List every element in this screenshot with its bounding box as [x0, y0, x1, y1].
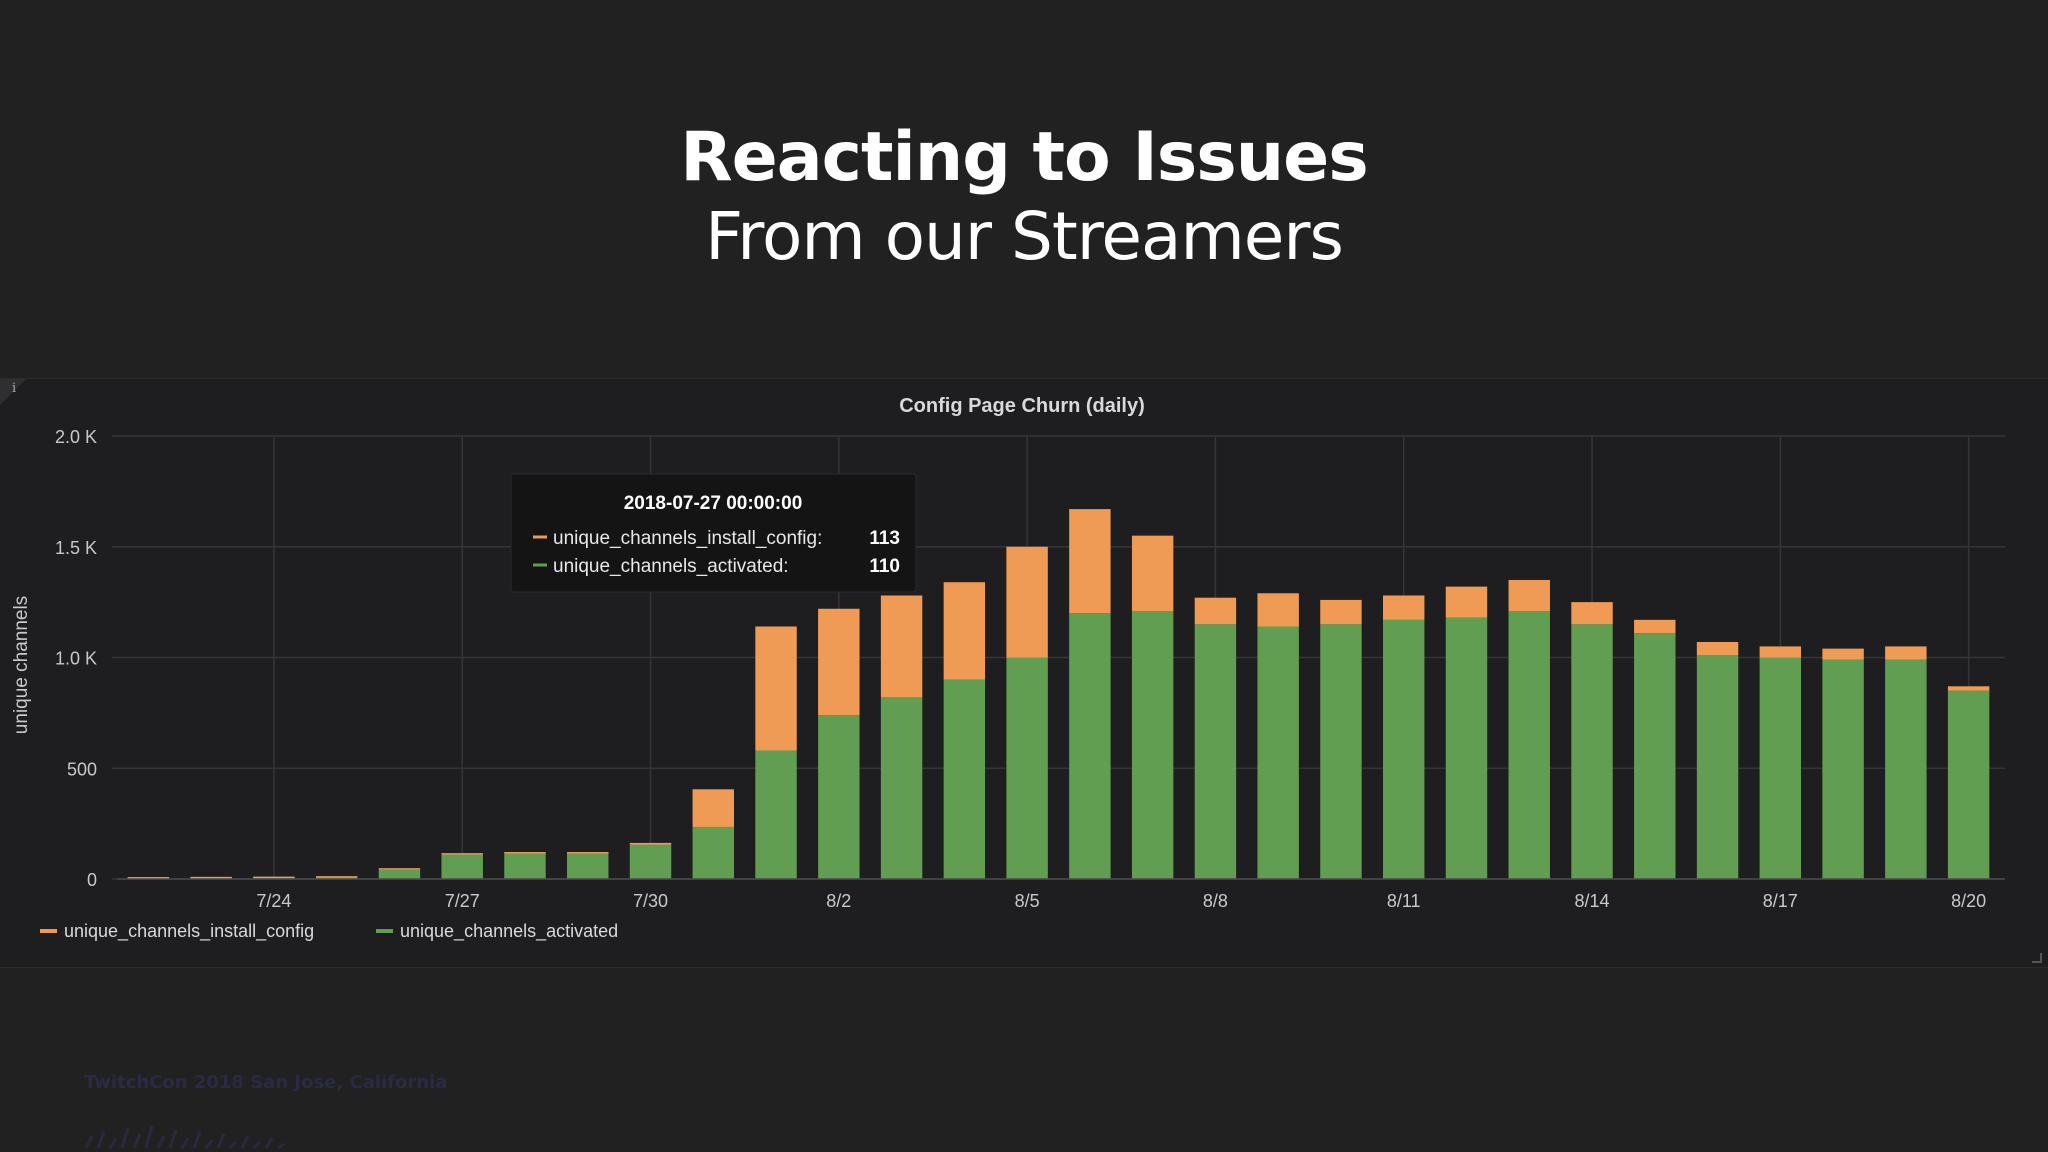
y-tick-label: 0 [87, 870, 97, 890]
bar-unique-channels-install-config[interactable] [1885, 646, 1927, 660]
stacked-bar-chart: Config Page Churn (daily) 0 500 1.0 K 1.5 K… [11, 395, 2005, 942]
x-tick-label: 7/27 [445, 891, 480, 911]
bar-unique-channels-activated[interactable] [1383, 619, 1425, 879]
bar-unique-channels-activated[interactable] [880, 697, 923, 879]
x-tick-label: 8/20 [1951, 891, 1986, 911]
bar-unique-channels-activated[interactable] [1885, 659, 1927, 879]
bar-unique-channels-install-config[interactable] [315, 876, 358, 878]
bar-unique-channels-install-config[interactable] [1759, 646, 1802, 658]
bar-unique-channels-install-config[interactable] [755, 626, 797, 751]
slide-footer: TwitchCon 2018 San Jose, California [84, 1072, 448, 1093]
bar-unique-channels-install-config[interactable] [880, 595, 923, 698]
footer-decoration [84, 1125, 285, 1150]
bar-unique-channels-activated[interactable] [1508, 610, 1550, 879]
bar-unique-channels-activated[interactable] [818, 715, 860, 879]
slide-subtitle: From our Streamers [705, 198, 1344, 275]
bar-unique-channels-install-config[interactable] [629, 842, 672, 845]
bar-unique-channels-install-config[interactable] [1445, 586, 1488, 618]
bar-unique-channels-install-config[interactable] [1947, 686, 1990, 691]
slide-title: Reacting to Issues [680, 118, 1368, 197]
bar-unique-channels-activated[interactable] [1069, 613, 1111, 879]
bar-unique-channels-activated[interactable] [504, 853, 546, 879]
bar-unique-channels-activated[interactable] [1131, 610, 1174, 879]
bars [127, 509, 1990, 880]
graph-panel: i Config Page Churn (daily) 0 500 1.0 K 1.5… [0, 378, 2048, 968]
legend: unique_channels_install_config unique_cha… [40, 921, 618, 942]
bar-unique-channels-install-config[interactable] [1696, 641, 1739, 656]
bar-unique-channels-activated[interactable] [1947, 690, 1990, 879]
tooltip: 2018-07-27 00:00:00 unique_channels_inst… [510, 473, 917, 593]
bar-unique-channels-install-config[interactable] [943, 582, 986, 680]
bar-unique-channels-install-config[interactable] [1508, 579, 1550, 611]
bar-unique-channels-activated[interactable] [567, 853, 609, 879]
bar-unique-channels-activated[interactable] [1696, 655, 1739, 879]
bar-unique-channels-activated[interactable] [692, 826, 734, 879]
bar-unique-channels-activated[interactable] [1194, 624, 1237, 879]
bar-unique-channels-activated[interactable] [755, 750, 797, 879]
y-axis-label: unique channels [11, 596, 32, 734]
bar-unique-channels-install-config[interactable] [1194, 597, 1237, 625]
panel-info-corner[interactable] [0, 379, 26, 405]
bar-unique-channels-activated[interactable] [943, 679, 986, 879]
bar-unique-channels-install-config[interactable] [190, 876, 232, 879]
x-tick-label: 7/24 [256, 891, 291, 911]
bar-unique-channels-activated[interactable] [1759, 657, 1802, 880]
tooltip-value-activated: 110 [869, 556, 900, 577]
bar-unique-channels-install-config[interactable] [378, 868, 421, 870]
bar-unique-channels-install-config[interactable] [1383, 595, 1425, 620]
slide-title-block: Reacting to Issues From our Streamers [0, 118, 2048, 276]
bar-unique-channels-install-config[interactable] [1634, 619, 1676, 634]
bar-unique-channels-install-config[interactable] [818, 608, 860, 716]
bar-unique-channels-activated[interactable] [1257, 626, 1299, 879]
y-tick-label: 2.0 K [55, 427, 97, 447]
y-tick-label: 1.0 K [55, 649, 97, 669]
tooltip-label-install-config: unique_channels_install_config: [553, 528, 822, 549]
bar-unique-channels-install-config[interactable] [692, 789, 734, 827]
bar-unique-channels-activated[interactable] [1006, 657, 1048, 880]
bar-unique-channels-install-config[interactable] [441, 853, 483, 855]
bar-unique-channels-install-config[interactable] [1320, 599, 1362, 625]
x-tick-label: 8/2 [826, 891, 851, 911]
x-tick-label: 8/5 [1015, 891, 1040, 911]
x-tick-label: 8/14 [1574, 891, 1609, 911]
bar-unique-channels-install-config[interactable] [1006, 546, 1048, 658]
bar-unique-channels-activated[interactable] [1822, 659, 1864, 879]
x-tick-label: 8/8 [1203, 891, 1228, 911]
bar-unique-channels-install-config[interactable] [127, 877, 170, 879]
x-tick-label: 8/11 [1387, 891, 1421, 911]
bar-unique-channels-install-config[interactable] [253, 876, 295, 879]
tooltip-label-activated: unique_channels_activated: [553, 556, 789, 577]
legend-item-unique-channels-activated[interactable]: unique_channels_activated [400, 921, 618, 942]
bar-unique-channels-activated[interactable] [1320, 624, 1362, 879]
bar-unique-channels-install-config[interactable] [567, 852, 609, 854]
info-icon[interactable]: i [12, 381, 17, 396]
bar-unique-channels-activated[interactable] [441, 854, 483, 879]
bar-unique-channels-install-config[interactable] [1822, 648, 1864, 660]
tooltip-timestamp: 2018-07-27 00:00:00 [624, 493, 803, 514]
bar-unique-channels-activated[interactable] [1571, 624, 1613, 879]
chart-title: Config Page Churn (daily) [899, 395, 1145, 417]
bar-unique-channels-install-config[interactable] [1069, 509, 1111, 614]
bar-unique-channels-activated[interactable] [1634, 633, 1676, 879]
bar-unique-channels-install-config[interactable] [1571, 602, 1613, 625]
bar-unique-channels-install-config[interactable] [1257, 593, 1299, 627]
bar-unique-channels-activated[interactable] [1445, 617, 1488, 879]
x-tick-label: 8/17 [1763, 891, 1798, 911]
tooltip-value-install-config: 113 [869, 528, 900, 549]
tooltip-box [510, 473, 917, 593]
bar-unique-channels-activated[interactable] [629, 844, 672, 879]
y-tick-label: 1.5 K [55, 538, 97, 558]
y-tick-label: 500 [67, 759, 97, 779]
legend-item-unique-channels-install-config[interactable]: unique_channels_install_config [64, 921, 314, 942]
x-axis: 7/24 7/27 7/30 8/2 8/5 8/8 8/11 8/14 8/17 8/20 [117, 878, 2005, 911]
x-tick-label: 7/30 [633, 891, 668, 911]
bar-unique-channels-install-config[interactable] [504, 852, 546, 854]
panel-resize-handle[interactable] [2032, 953, 2042, 963]
y-axis: 0 500 1.0 K 1.5 K 2.0 K [55, 427, 97, 890]
bar-unique-channels-activated[interactable] [378, 869, 421, 879]
bar-unique-channels-install-config[interactable] [1131, 535, 1174, 611]
